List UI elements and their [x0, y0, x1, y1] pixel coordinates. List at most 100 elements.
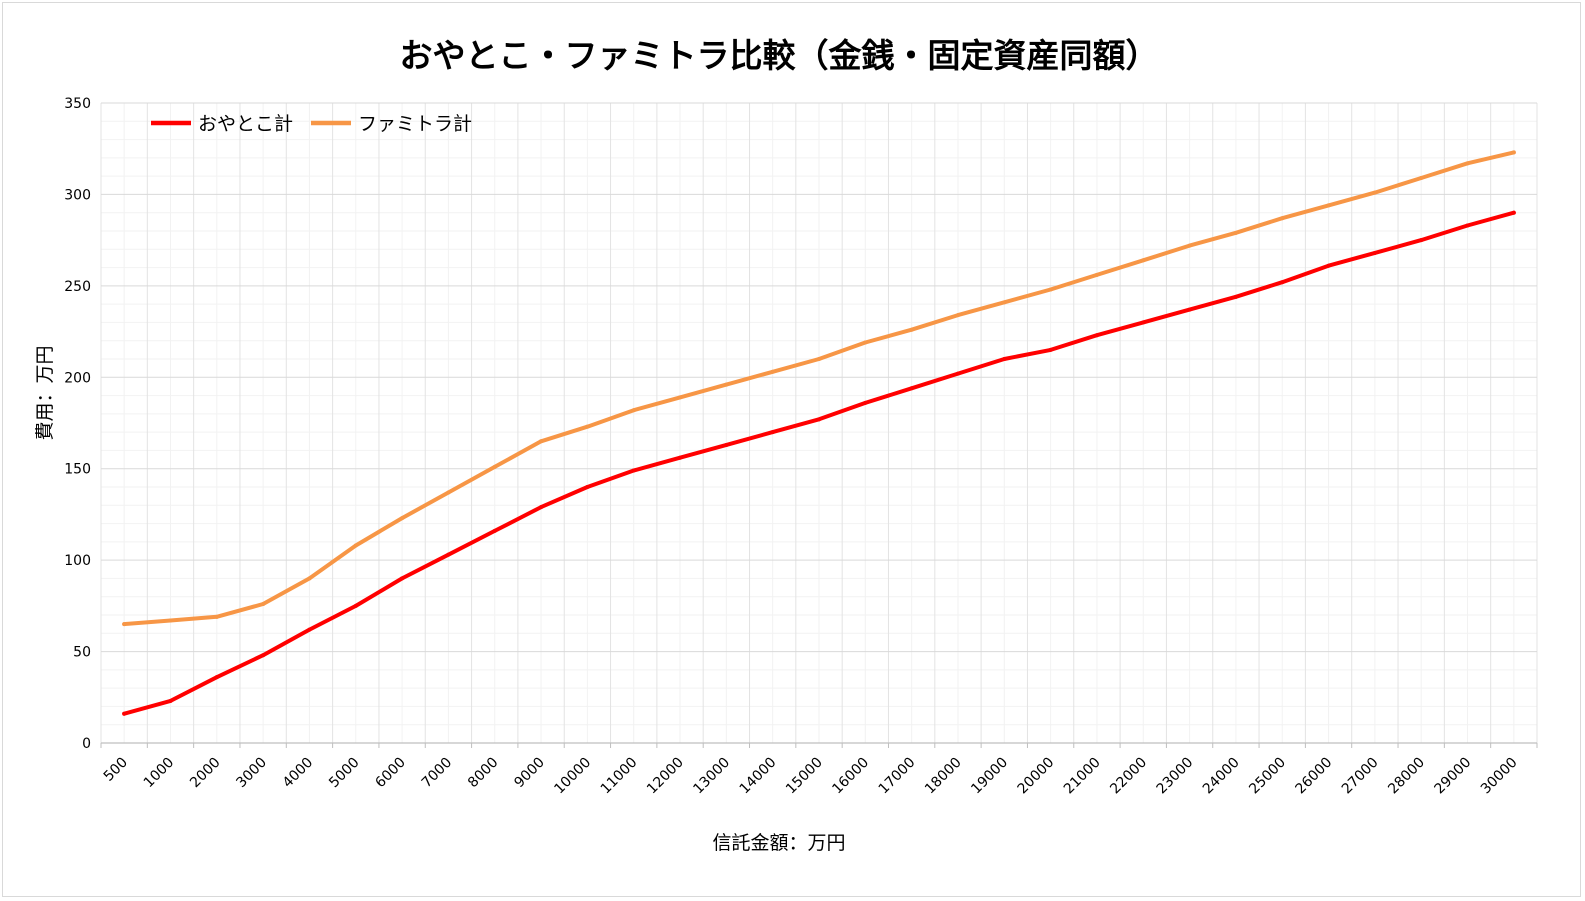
- x-tick-label: 26000: [1293, 755, 1336, 798]
- data-point: [585, 485, 590, 489]
- data-point: [492, 528, 497, 533]
- y-tick-label: 250: [64, 279, 91, 295]
- data-point: [1280, 216, 1285, 221]
- data-point: [955, 371, 960, 376]
- data-point: [446, 490, 451, 495]
- data-point: [214, 614, 219, 619]
- data-point: [1465, 223, 1470, 228]
- x-tick-label: 30000: [1478, 755, 1521, 798]
- data-point: [539, 505, 544, 510]
- x-tick-label: 14000: [737, 755, 780, 798]
- x-tick-label: 6000: [372, 755, 409, 792]
- data-point: [724, 442, 729, 447]
- y-tick-label: 150: [64, 462, 91, 478]
- x-tick-label: 10000: [551, 755, 594, 798]
- data-point: [1372, 250, 1377, 255]
- data-point: [1326, 263, 1331, 268]
- x-tick-label: 19000: [968, 755, 1011, 798]
- x-tick-label: 2000: [187, 755, 224, 792]
- data-point: [122, 622, 127, 627]
- data-point: [400, 516, 405, 521]
- x-tick-label: 7000: [419, 755, 456, 792]
- x-axis-title: 信託金額：万円: [712, 832, 845, 854]
- x-tick-label: 4000: [280, 755, 317, 792]
- x-tick-label: 20000: [1015, 755, 1058, 798]
- x-tick-label: 13000: [690, 755, 733, 798]
- data-point: [1048, 347, 1053, 352]
- axes: [100, 742, 1538, 748]
- x-tick-label: 11000: [598, 755, 641, 798]
- data-point: [1511, 150, 1516, 155]
- data-point: [678, 455, 683, 460]
- data-point: [214, 675, 219, 680]
- data-point: [1094, 272, 1099, 277]
- data-point: [1002, 357, 1007, 361]
- data-point: [307, 627, 312, 632]
- data-point: [400, 576, 405, 581]
- legend-item-oyatoko[interactable]: おやとこ計: [151, 113, 293, 135]
- data-point: [1280, 280, 1285, 285]
- data-point: [261, 653, 266, 658]
- x-tick-label: 29000: [1432, 755, 1475, 798]
- data-point: [1233, 294, 1238, 299]
- data-point: [817, 357, 821, 361]
- data-point: [1094, 333, 1099, 338]
- y-tick-label: 200: [64, 370, 91, 386]
- data-point: [631, 408, 636, 413]
- data-point: [353, 603, 358, 608]
- data-point: [585, 424, 590, 429]
- y-tick-label: 350: [64, 96, 91, 112]
- data-point: [631, 468, 636, 473]
- tick-labels: 0 50 100 150 200 250 300 350 500 1000 2000 3000 4000…: [64, 96, 1520, 797]
- y-tick-label: 50: [73, 645, 91, 661]
- data-point: [1187, 243, 1192, 248]
- x-tick-label: 27000: [1339, 755, 1382, 798]
- legend-item-famitora[interactable]: ファミトラ計: [311, 113, 472, 135]
- data-point: [770, 430, 775, 435]
- x-tick-label: 21000: [1061, 755, 1104, 798]
- data-point: [353, 543, 358, 548]
- x-tick-label: 22000: [1107, 755, 1150, 798]
- x-tick-label: 18000: [922, 755, 965, 798]
- data-point: [955, 313, 960, 318]
- legend: おやとこ計 ファミトラ計: [151, 113, 472, 135]
- data-point: [770, 369, 775, 374]
- x-tick-label: 28000: [1385, 755, 1428, 798]
- data-point: [1048, 287, 1053, 292]
- series-lines: [122, 150, 1516, 716]
- x-tick-label: 9000: [511, 755, 548, 792]
- data-point: [122, 711, 127, 716]
- data-point: [909, 327, 914, 332]
- data-point: [1141, 258, 1146, 263]
- legend-label-oyatoko: おやとこ計: [198, 113, 293, 135]
- data-point: [1372, 190, 1377, 195]
- data-point: [1419, 175, 1424, 180]
- x-tick-label: 500: [101, 755, 131, 785]
- data-point: [1419, 238, 1424, 243]
- data-point: [863, 400, 868, 405]
- x-tick-label: 3000: [233, 755, 270, 792]
- data-point: [1141, 320, 1146, 325]
- data-point: [1511, 210, 1516, 215]
- data-point: [168, 698, 173, 703]
- data-point: [261, 602, 266, 607]
- grid: [100, 102, 1538, 744]
- x-tick-label: 5000: [326, 755, 363, 792]
- data-point: [168, 618, 173, 623]
- chart-title: おやとこ・ファミトラ比較（金銭・固定資産同額）: [400, 36, 1159, 75]
- x-tick-label: 12000: [644, 755, 687, 798]
- x-tick-label: 25000: [1246, 755, 1289, 798]
- data-point: [678, 395, 683, 400]
- data-point: [446, 552, 451, 557]
- y-tick-label: 300: [64, 187, 91, 203]
- x-tick-label: 8000: [465, 755, 502, 792]
- data-point: [863, 340, 868, 345]
- legend-label-famitora: ファミトラ計: [358, 113, 472, 135]
- y-tick-label: 0: [82, 736, 91, 752]
- data-point: [1233, 230, 1238, 235]
- x-tick-label: 23000: [1154, 755, 1197, 798]
- y-axis-title: 費用：万円: [34, 345, 56, 440]
- data-point: [1187, 307, 1192, 312]
- data-point: [1465, 161, 1470, 166]
- x-tick-label: 17000: [876, 755, 919, 798]
